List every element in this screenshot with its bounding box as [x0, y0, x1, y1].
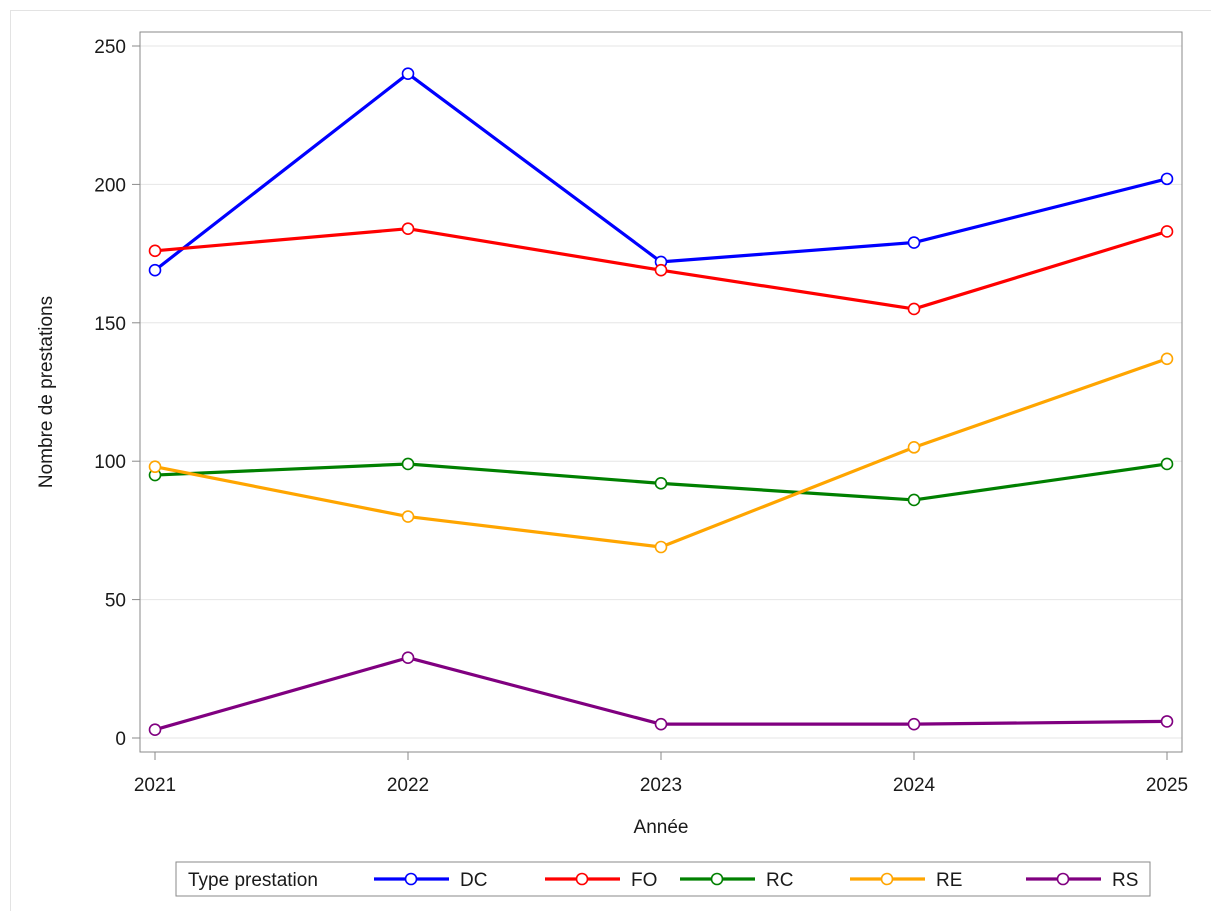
legend-item-rc: RC: [680, 870, 793, 891]
series-line-dc: [154, 72, 1168, 272]
legend-swatch-marker: [880, 872, 894, 886]
data-point-rs: [148, 723, 162, 736]
x-axis: 2021 2022 2023 2024 2025: [134, 752, 1188, 796]
data-point-re: [907, 441, 921, 454]
data-point-fo: [148, 244, 162, 258]
series-dc: [148, 67, 1174, 277]
legend-label: DC: [460, 870, 487, 891]
data-point-rs: [654, 717, 668, 731]
data-point-re: [401, 510, 415, 523]
series-rs: [148, 651, 1174, 736]
legend-box: [175, 861, 1151, 897]
data-point-re: [148, 460, 162, 474]
legend-label: FO: [631, 870, 657, 891]
legend-item-rs: RS: [1026, 870, 1138, 891]
x-tick-label: 2023: [640, 775, 682, 796]
x-tick-label: 2021: [134, 775, 176, 796]
legend: Type prestation DC FO RC RE RS: [175, 861, 1151, 897]
series-fo: [148, 222, 1174, 316]
data-point-re: [1160, 352, 1174, 366]
data-point-fo: [401, 222, 415, 235]
legend-swatch-marker: [575, 872, 589, 886]
legend-label: RC: [766, 870, 793, 891]
legend-label: RE: [936, 870, 962, 891]
series-group: [148, 67, 1174, 736]
series-line-re: [154, 357, 1168, 549]
chart-frame: [10, 10, 1211, 911]
x-tick-label: 2024: [893, 775, 936, 796]
data-point-dc: [1160, 172, 1174, 186]
data-point-rs: [401, 651, 415, 665]
data-point-rs: [1160, 715, 1174, 728]
x-tick-label: 2025: [1146, 775, 1188, 796]
y-tick-label: 50: [105, 591, 126, 612]
legend-swatch-marker: [1056, 872, 1070, 886]
legend-title: Type prestation: [188, 870, 318, 891]
series-rc: [148, 457, 1174, 507]
legend-item-dc: DC: [374, 870, 487, 891]
data-point-rc: [401, 457, 415, 471]
data-point-rc: [907, 493, 921, 507]
y-tick-label: 0: [115, 729, 126, 750]
data-point-rc: [1160, 457, 1174, 471]
y-axis: 0 50 100 150 200 250: [94, 37, 140, 750]
legend-swatch-marker: [404, 872, 418, 886]
plot-area-border: [139, 31, 1183, 753]
legend-item-re: RE: [850, 870, 962, 891]
data-point-rc: [654, 477, 668, 490]
data-point-dc: [148, 263, 162, 277]
data-point-fo: [907, 302, 921, 316]
data-point-dc: [401, 67, 415, 80]
data-point-fo: [1160, 225, 1174, 238]
data-point-rs: [907, 717, 921, 731]
data-point-dc: [907, 236, 921, 249]
data-point-re: [654, 540, 668, 554]
legend-label: RS: [1112, 870, 1138, 891]
gridlines: [140, 45, 1182, 739]
y-axis-label: Nombre de prestations: [36, 296, 57, 488]
y-tick-label: 100: [94, 452, 126, 473]
legend-swatch-marker: [710, 872, 724, 886]
series-re: [148, 352, 1174, 554]
data-point-fo: [654, 263, 668, 277]
y-tick-label: 200: [94, 175, 126, 196]
x-axis-label: Année: [634, 817, 689, 838]
x-tick-label: 2022: [387, 775, 429, 796]
y-tick-label: 150: [94, 314, 126, 335]
y-tick-label: 250: [94, 37, 126, 58]
legend-item-fo: FO: [545, 870, 657, 891]
